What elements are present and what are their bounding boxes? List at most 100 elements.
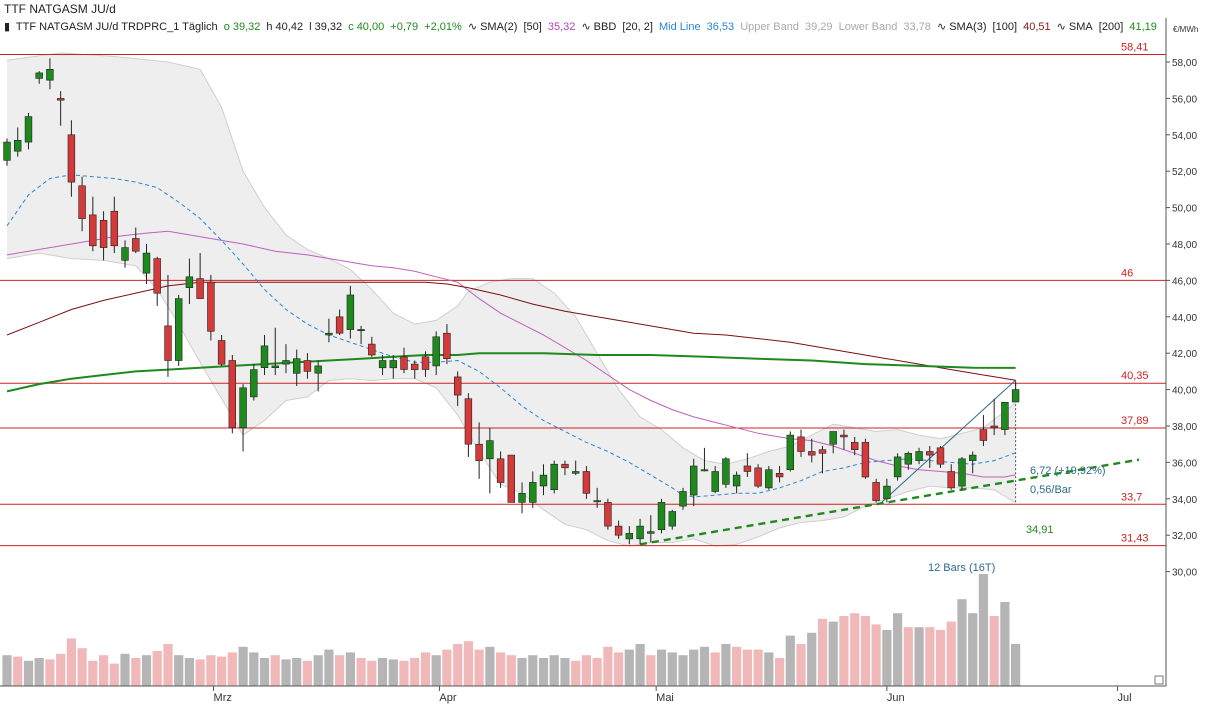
candle-up	[271, 365, 279, 368]
volume-bar	[624, 649, 634, 686]
candle-down	[496, 458, 505, 483]
candle-down	[582, 471, 591, 494]
y-tick-label: 32,00	[1172, 531, 1197, 542]
y-tick-label: 50,00	[1172, 204, 1197, 215]
candle-legend-icon: ▮	[4, 20, 11, 33]
candle-up	[529, 482, 537, 503]
candle-down	[443, 332, 451, 360]
volume-bar	[99, 655, 109, 686]
candle-up	[432, 336, 440, 367]
measure-bars-text: 12 Bars (16T)	[928, 562, 995, 574]
volume-bar	[935, 630, 946, 686]
volume-bar	[485, 646, 495, 686]
volume-bar	[356, 658, 366, 686]
candle-up	[657, 502, 666, 530]
volume-bar	[34, 658, 44, 686]
volume-bar	[571, 660, 581, 686]
candle-up	[968, 454, 977, 461]
sma2-label: SMA(2)	[480, 21, 518, 33]
candle-up	[486, 440, 494, 460]
candle-down	[840, 434, 848, 438]
bollinger-mid-line	[6, 174, 1016, 498]
high-label: h	[266, 21, 273, 33]
volume-bar	[603, 646, 613, 686]
candle-up	[250, 369, 258, 398]
candle-up	[668, 511, 677, 527]
y-tick-label: 44,00	[1172, 313, 1197, 324]
volume-bar	[646, 655, 656, 686]
sma200-label: SMA	[1068, 21, 1093, 33]
volume-bar	[259, 658, 270, 686]
close-label: c	[348, 21, 354, 33]
level-label: 33,7	[1121, 491, 1142, 503]
upper-band-line	[6, 52, 1016, 465]
volume-bar	[227, 652, 237, 686]
volume-bar	[1011, 644, 1021, 686]
mid-line-value: 36,53	[706, 21, 735, 33]
volume-bar	[174, 655, 184, 686]
volume-bar	[270, 655, 280, 686]
candle-up	[357, 329, 365, 332]
volume-bar	[957, 599, 967, 686]
volume-bar	[292, 658, 302, 686]
candle-up	[1011, 389, 1020, 403]
candle-up	[679, 491, 687, 507]
y-tick-label: 34,00	[1172, 495, 1197, 506]
volume-bar	[88, 660, 98, 686]
volume-bar	[667, 652, 677, 686]
sma2-line-icon: ∿	[467, 20, 478, 33]
volume-bar	[689, 649, 699, 686]
volume-bar	[463, 641, 473, 686]
volume-bar	[860, 616, 870, 686]
sma2-param: [50]	[523, 21, 542, 33]
candle-down	[132, 238, 140, 252]
volume-bar	[335, 655, 345, 686]
volume-bar	[77, 648, 87, 686]
lower-band-label: Lower Band	[838, 21, 898, 33]
volume-bar	[764, 652, 774, 686]
volume-bar	[850, 613, 860, 686]
volume-bar	[377, 658, 388, 686]
volume-bar	[388, 659, 398, 686]
volume-bar	[313, 655, 323, 686]
volume-bar	[23, 660, 34, 686]
volume-bar	[496, 652, 506, 686]
candle-down	[78, 185, 86, 219]
level-label: 58,41	[1121, 42, 1149, 54]
candle-up	[46, 69, 54, 81]
volume-bar	[785, 635, 795, 686]
volume-bar	[882, 630, 892, 686]
candle-up	[732, 474, 741, 487]
candle-up	[378, 360, 387, 369]
candle-up	[593, 500, 601, 503]
candle-down	[99, 220, 108, 248]
y-tick-label: 30,00	[1172, 568, 1197, 579]
volume-bar	[399, 660, 409, 686]
sma3-label: SMA(3)	[949, 21, 987, 33]
level-label: 40,35	[1121, 370, 1149, 382]
volume-bar	[141, 655, 152, 686]
candle-up	[121, 247, 129, 261]
corner-resize-handle	[1154, 675, 1164, 685]
level-label: 31,43	[1121, 533, 1149, 545]
volume-bar	[903, 627, 913, 686]
y-tick-label: 46,00	[1172, 276, 1197, 287]
volume-bar	[817, 618, 828, 686]
support-trendline	[639, 458, 1140, 546]
candle-up	[539, 474, 548, 487]
candle-down	[808, 451, 816, 456]
volume-bar	[796, 644, 806, 686]
open-value: 39,32	[232, 21, 261, 33]
candle-up	[893, 456, 902, 478]
candle-up	[625, 533, 634, 540]
y-tick-label: 40,00	[1172, 386, 1197, 397]
volume-bar	[45, 659, 55, 686]
candle-down	[754, 467, 762, 487]
candle-down	[507, 454, 515, 503]
volume-bar	[978, 574, 988, 686]
candle-down	[110, 210, 119, 247]
volume-bar	[753, 649, 763, 686]
candle-up	[550, 463, 558, 491]
sma100-line	[6, 281, 1016, 381]
